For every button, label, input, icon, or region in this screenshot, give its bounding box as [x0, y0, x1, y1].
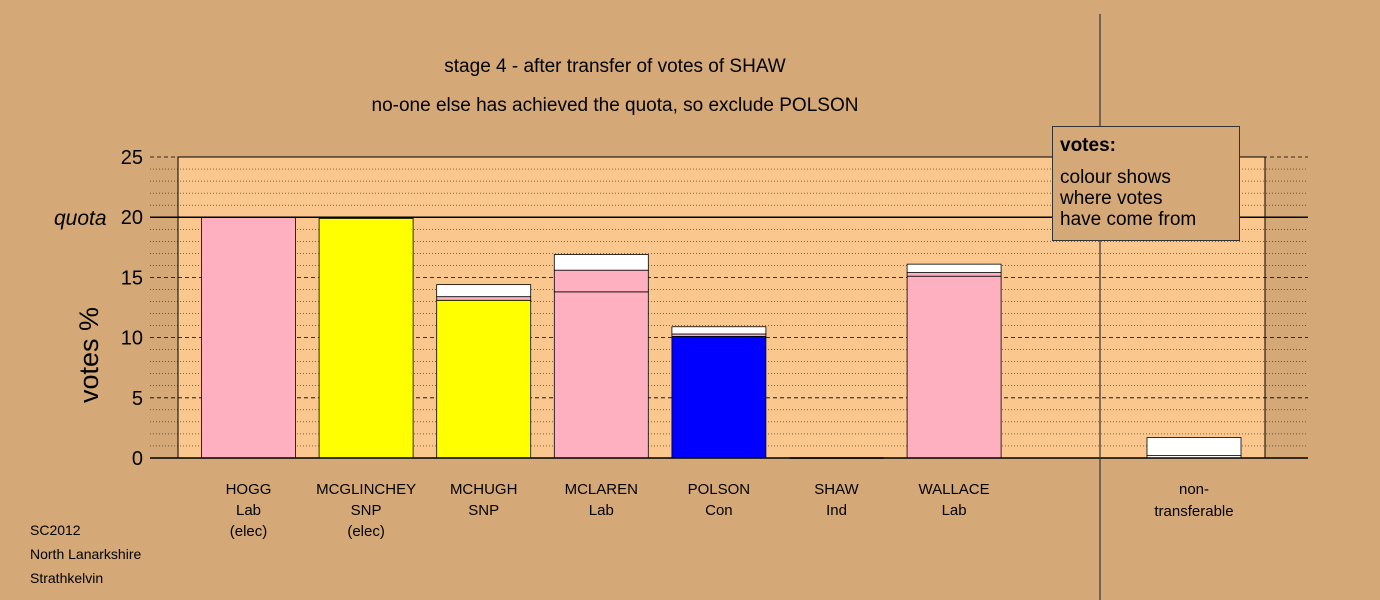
y-tick-label: 20: [121, 207, 143, 229]
y-tick-label: 15: [121, 267, 143, 289]
bar-mclaren-segment-2: [553, 269, 649, 293]
legend-box: votes: colour shows where votes have com…: [1052, 126, 1240, 241]
candidate-label-mclaren-1: MCLAREN: [565, 481, 638, 498]
y-tick-label: 0: [132, 448, 143, 470]
y-tick-label: 25: [121, 147, 143, 169]
candidate-label-wallace-2: Lab: [942, 502, 967, 519]
candidate-labels: HOGG Lab (elec) MCGLINCHEY SNP (elec) MCHUGH SN…: [226, 481, 1234, 540]
legend-line-1: colour shows: [1060, 167, 1171, 188]
candidate-label-polson-2: Con: [705, 502, 733, 519]
bar-polson-segment-1: [671, 335, 767, 459]
bar-mcglinchey-segment-1: [318, 218, 414, 459]
nontransferable-label-2: transferable: [1154, 503, 1233, 520]
candidate-label-shaw-2: Ind: [826, 502, 847, 519]
bar-hogg-segment-1: [201, 216, 296, 459]
nontransferable-label-1: non-: [1179, 481, 1209, 498]
footer-line-3: Strathkelvin: [30, 570, 103, 586]
bar-mchugh-segment-1: [436, 299, 532, 459]
candidate-label-hogg-3: (elec): [230, 523, 268, 540]
bar-mchugh-segment-3: [436, 284, 532, 298]
y-tick-label: 5: [132, 388, 143, 410]
footer-line-1: SC2012: [30, 522, 81, 538]
chart-title: stage 4 - after transfer of votes of SHA…: [444, 56, 786, 77]
candidate-label-polson-1: POLSON: [688, 481, 751, 498]
y-tick-label: 10: [121, 328, 143, 350]
bar-nontransferable-segment-2: [1146, 437, 1242, 456]
candidate-label-shaw-1: SHAW: [814, 481, 859, 498]
candidate-label-mclaren-2: Lab: [589, 502, 614, 519]
bar-mchugh-segment-2: [436, 296, 532, 301]
bar-mclaren-segment-1: [553, 291, 649, 459]
bar-wallace-segment-1: [906, 275, 1002, 459]
candidate-label-hogg-1: HOGG: [226, 481, 272, 498]
candidate-label-mchugh-2: SNP: [468, 502, 499, 519]
chart-subtitle: no-one else has achieved the quota, so e…: [372, 95, 859, 116]
candidate-label-mcglinchey-1: MCGLINCHEY: [316, 481, 416, 498]
candidate-label-hogg-2: Lab: [236, 502, 261, 519]
bar-wallace-segment-2: [906, 272, 1002, 277]
candidate-label-mcglinchey-2: SNP: [351, 502, 382, 519]
quota-label: quota: [54, 207, 107, 230]
bar-mclaren-segment-3: [553, 254, 649, 271]
candidate-label-mcglinchey-3: (elec): [347, 523, 385, 540]
legend-line-3: have come from: [1060, 209, 1197, 230]
legend-line-2: where votes: [1060, 188, 1163, 209]
bar-polson-segment-3: [671, 326, 767, 335]
footer-line-2: North Lanarkshire: [30, 546, 141, 562]
candidate-label-mchugh-1: MCHUGH: [450, 481, 518, 498]
y-axis-label: votes %: [74, 307, 104, 403]
candidate-label-wallace-1: WALLACE: [919, 481, 990, 498]
legend-title: votes:: [1060, 135, 1116, 156]
bar-wallace-segment-3: [906, 263, 1002, 273]
y-tick-labels: 0 5 10 15 20 25: [121, 147, 143, 470]
